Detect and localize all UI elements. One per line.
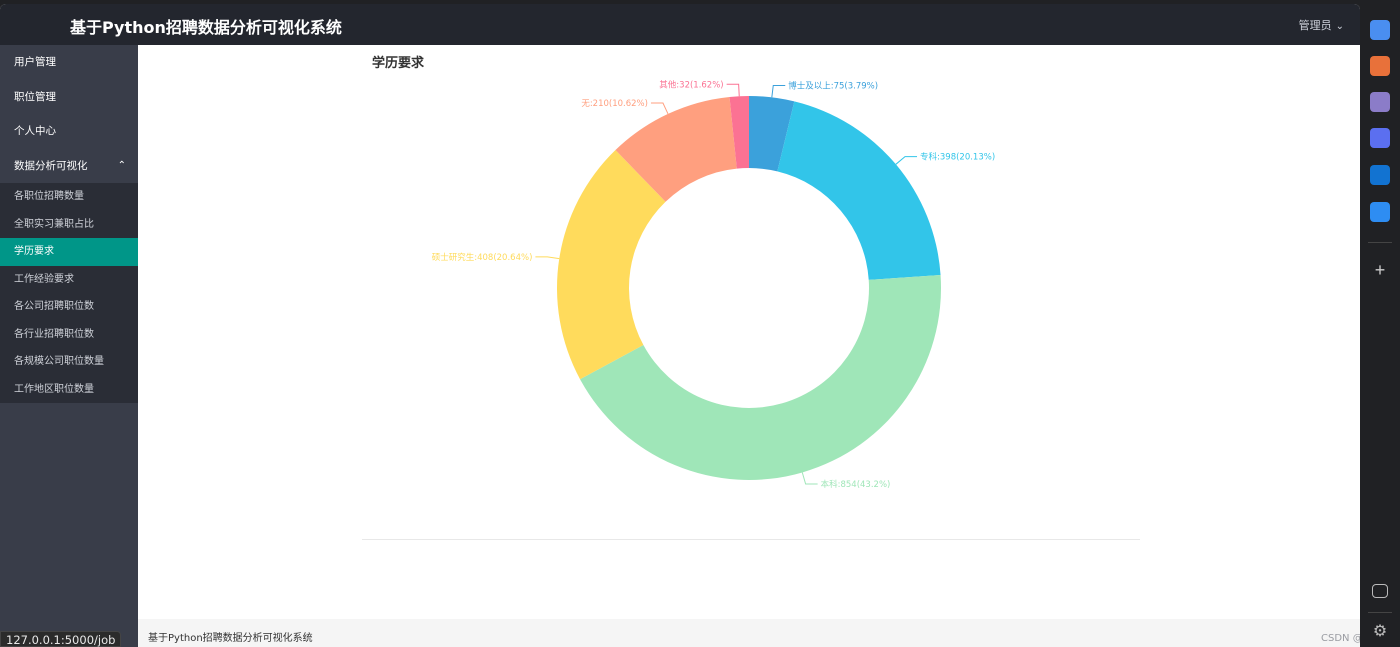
sidebar-item-profile[interactable]: 个人中心 xyxy=(0,114,138,149)
pie-slice-2[interactable] xyxy=(580,275,941,481)
top-header: 基于Python招聘数据分析可视化系统 管理员 ⌄ xyxy=(0,4,1360,45)
chart-divider xyxy=(362,539,1140,540)
sidebar-item-user-management[interactable]: 用户管理 xyxy=(0,45,138,80)
submenu-item-industry-jobs[interactable]: 各行业招聘职位数 xyxy=(14,328,94,340)
user-name: 管理员 xyxy=(1298,19,1332,32)
pie-leader-line-1 xyxy=(895,156,918,165)
pie-leader-line-3 xyxy=(535,256,560,260)
pie-label-0: 博士及以上:75(3.79%) xyxy=(788,80,878,91)
tag-icon[interactable] xyxy=(1370,20,1390,40)
screenshot-icon[interactable] xyxy=(1372,584,1388,598)
sidebar-item-label: 职位管理 xyxy=(14,90,56,103)
watermark: CSDN @汤姆 xyxy=(1321,633,1383,644)
sidebar-item-label: 个人中心 xyxy=(14,125,56,137)
sidebar-item-label: 用户管理 xyxy=(14,56,56,68)
sidebar: 用户管理 职位管理 个人中心 数据分析可视化 ⌃ 各职位招聘数量 全职实习兼职占比… xyxy=(0,45,138,647)
pie-slice-3[interactable] xyxy=(557,150,666,380)
chevron-up-icon: ⌃ xyxy=(117,159,126,171)
briefcase-icon[interactable] xyxy=(1370,56,1390,76)
app-window: 基于Python招聘数据分析可视化系统 管理员 ⌄ 用户管理 职位管理 个人中心 … xyxy=(0,4,1360,647)
submenu-item-job-type-ratio[interactable]: 全职实习兼职占比 xyxy=(14,218,94,230)
submenu-item-experience[interactable]: 工作经验要求 xyxy=(14,273,74,285)
status-url: 127.0.0.1:5000/job xyxy=(0,631,122,647)
outlook-icon[interactable] xyxy=(1370,165,1390,185)
user-menu[interactable]: 管理员 ⌄ xyxy=(1299,17,1344,33)
gear-icon[interactable]: ⚙ xyxy=(1372,623,1388,640)
footer-text: 基于Python招聘数据分析可视化系统 xyxy=(148,633,313,644)
pie-label-4: 无:210(10.62%) xyxy=(581,99,648,109)
pie-label-1: 专科:398(20.13%) xyxy=(920,152,995,163)
sidebar-item-data-visualization[interactable]: 数据分析可视化 ⌃ xyxy=(0,149,138,184)
pie-leader-line-4 xyxy=(650,102,669,115)
copilot-icon[interactable] xyxy=(1370,128,1390,148)
sidebar-submenu: 各职位招聘数量 全职实习兼职占比 学历要求 工作经验要求 各公司招聘职位数 各行… xyxy=(0,183,138,403)
submenu-item-education[interactable]: 学历要求 xyxy=(0,238,138,266)
app-title: 基于Python招聘数据分析可视化系统 xyxy=(70,18,342,37)
pie-label-2: 本科:854(43.2%) xyxy=(821,479,891,490)
footer: 基于Python招聘数据分析可视化系统 xyxy=(138,619,1360,647)
submenu-item-company-jobs[interactable]: 各公司招聘职位数 xyxy=(14,301,94,312)
education-donut-chart: 博士及以上:75(3.79%) 专科:398(20.13%) 本科:854(43.2… xyxy=(432,79,995,490)
main-content: 学历要求 博士及以上:75(3.79%) 专科:398(20.13%) 本科:854… xyxy=(138,45,1360,619)
pie-slice-5[interactable] xyxy=(729,96,749,169)
pie-slice-0[interactable] xyxy=(749,96,795,172)
people-icon[interactable] xyxy=(1370,92,1390,112)
sidebar-item-label: 数据分析可视化 xyxy=(14,159,88,172)
browser-sidebar: + ⚙ xyxy=(1360,0,1400,647)
submenu-item-company-size-jobs[interactable]: 各规模公司职位数量 xyxy=(14,356,104,367)
pie-leader-line-0 xyxy=(771,84,786,98)
chevron-down-icon: ⌄ xyxy=(1335,21,1344,32)
submenu-item-region-jobs[interactable]: 工作地区职位数量 xyxy=(14,383,94,395)
pie-leader-line-2 xyxy=(801,472,818,485)
add-icon[interactable]: + xyxy=(1374,260,1386,280)
pie-slice-4[interactable] xyxy=(615,96,737,202)
pie-label-3: 硕士研究生:408(20.64%) xyxy=(432,252,533,263)
sidebar-separator xyxy=(1368,242,1392,243)
sidebar-item-job-management[interactable]: 职位管理 xyxy=(0,80,138,115)
pie-leader-line-5 xyxy=(726,83,740,97)
pie-label-5: 其他:32(1.62%) xyxy=(659,79,723,90)
chart-title: 学历要求 xyxy=(372,56,425,71)
pie-slice-1[interactable] xyxy=(777,101,941,280)
submenu-item-job-counts[interactable]: 各职位招聘数量 xyxy=(14,191,84,202)
sidebar-separator xyxy=(1368,612,1392,613)
send-icon[interactable] xyxy=(1370,202,1390,222)
